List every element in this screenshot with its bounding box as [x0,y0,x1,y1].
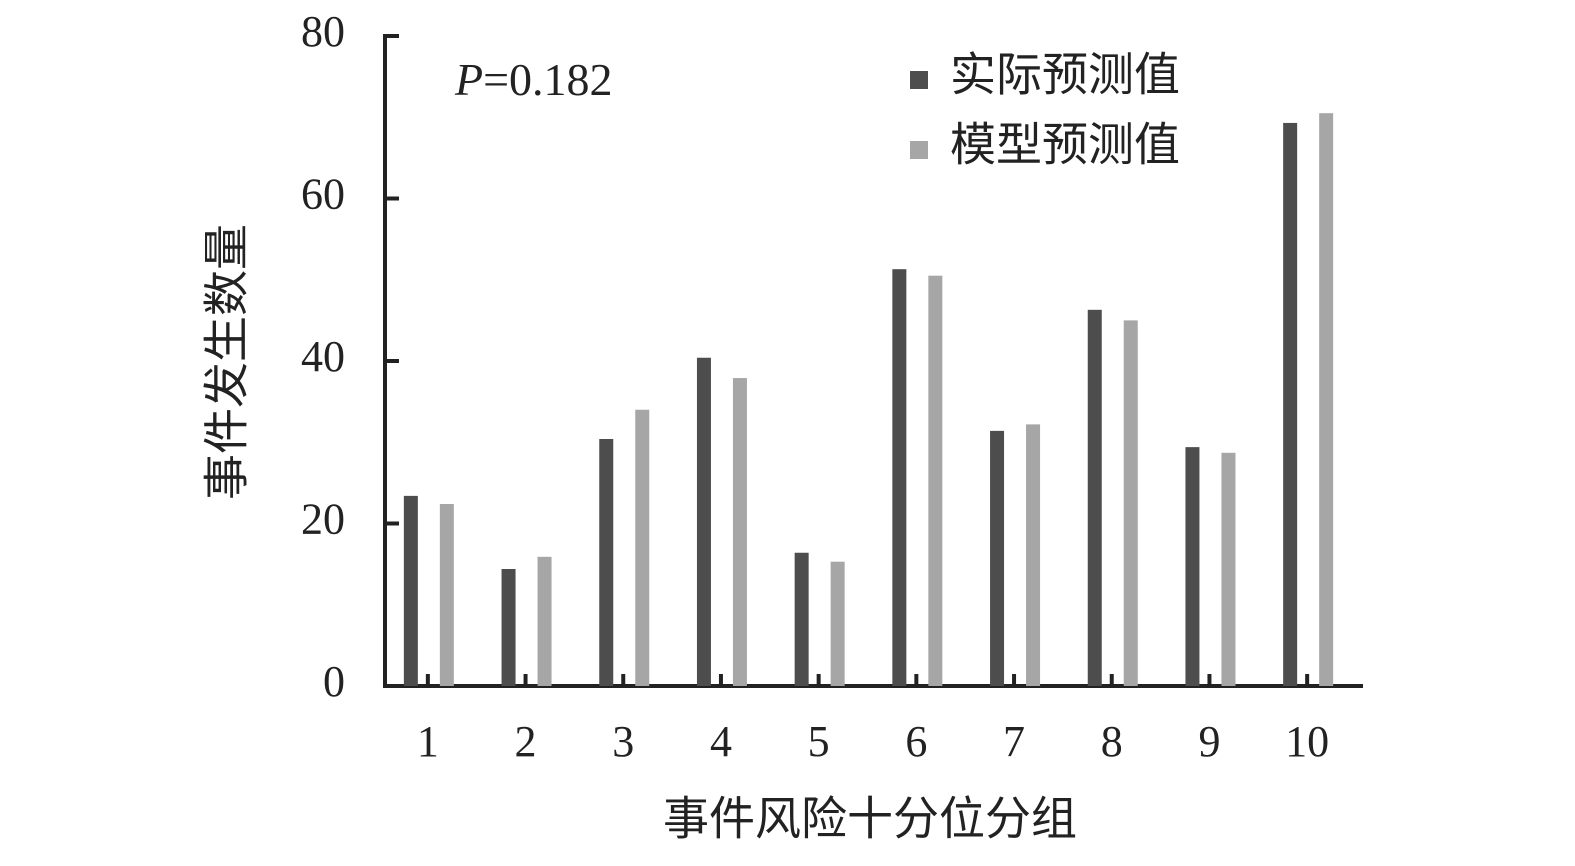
bar [599,439,614,686]
x-tick-label: 9 [1198,717,1220,766]
y-tick-label: 40 [301,332,345,381]
x-tick-label: 10 [1285,717,1329,766]
bar [732,378,747,686]
bar [1283,122,1298,686]
y-axis-label: 事件发生数量 [202,224,253,500]
x-tick-label: 3 [612,717,634,766]
y-tick-label: 80 [301,7,345,56]
x-tick-label: 5 [808,717,830,766]
x-tick-label: 6 [905,717,927,766]
bar [892,269,907,686]
x-tick-label: 8 [1101,717,1123,766]
bar [635,409,650,686]
bar [1185,447,1200,686]
bar [403,495,418,686]
bar [501,569,516,686]
y-tick-label: 20 [301,495,345,544]
legend-swatch [910,141,928,159]
bar [830,561,845,686]
x-tick-label: 1 [417,717,439,766]
bar [794,552,809,686]
bar [928,275,943,686]
bar [990,430,1005,686]
annotation: P=0.182 [454,54,613,105]
bar [1087,309,1102,686]
legend-label: 实际预测值 [950,50,1180,101]
bar [537,556,552,686]
x-tick-label: 4 [710,717,732,766]
x-axis-label: 事件风险十分位分组 [663,794,1077,845]
legend-swatch [910,71,928,89]
bar [696,357,711,686]
x-tick-label: 7 [1003,717,1025,766]
bar [1319,113,1334,686]
bar [439,504,454,686]
y-tick-label: 0 [323,657,345,706]
bar [1026,424,1041,686]
legend-label: 模型预测值 [950,120,1180,171]
y-tick-label: 60 [301,170,345,219]
bar [1221,452,1236,686]
annotation-symbol: P [454,54,483,105]
x-tick-label: 2 [515,717,537,766]
annotation-text: =0.182 [483,54,612,105]
bar [1123,320,1138,686]
